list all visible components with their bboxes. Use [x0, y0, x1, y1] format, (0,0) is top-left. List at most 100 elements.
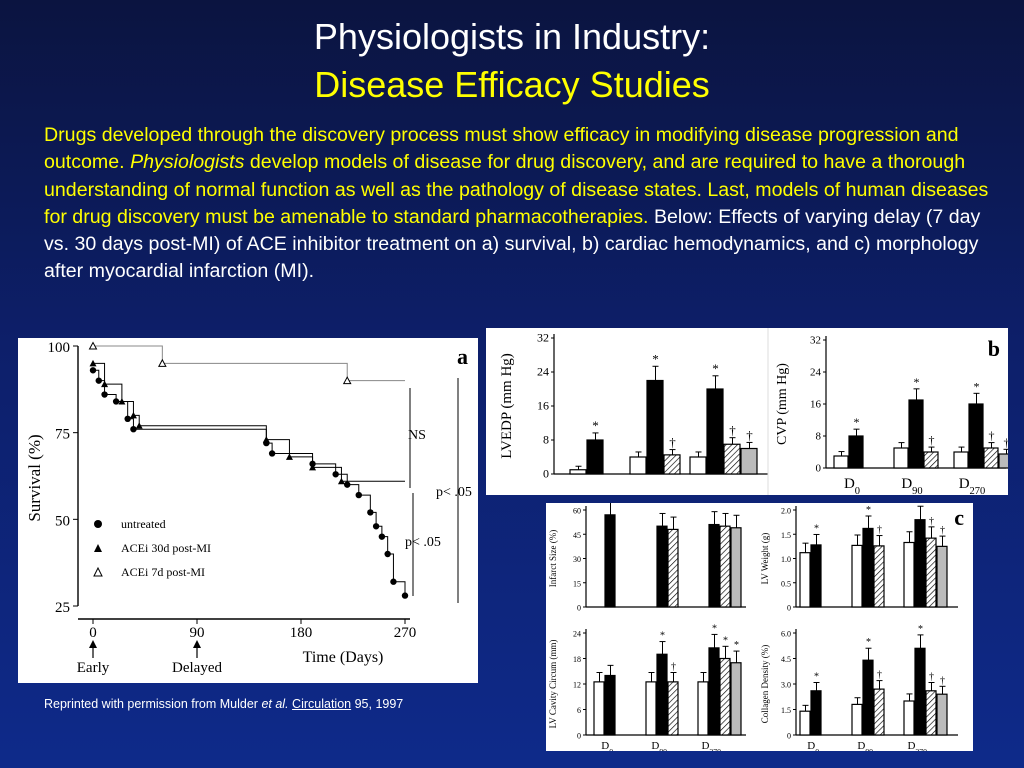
data-point-acei30: [285, 453, 293, 460]
significance-mark: †: [746, 427, 753, 442]
bar-y-axis-label: LV Weight (g): [760, 533, 770, 585]
significance-mark: †: [989, 429, 995, 443]
bar: [663, 454, 681, 475]
bar-y-tick-label: 60: [573, 507, 581, 516]
bar: [903, 541, 915, 608]
significance-mark: *: [712, 623, 717, 634]
bar: [569, 469, 587, 475]
bar-y-tick-label: 32: [537, 331, 549, 345]
y-tick-label: 50: [55, 513, 70, 529]
x-tick-label: 0: [89, 625, 97, 641]
significance-mark: †: [929, 671, 934, 682]
bar-y-tick-label: 16: [537, 399, 549, 413]
significance-mark: *: [918, 624, 923, 635]
bar: [719, 525, 731, 608]
bar-y-tick-label: 0: [543, 467, 549, 481]
y-tick-label: 25: [55, 600, 70, 616]
data-point-untreated: [332, 471, 339, 478]
data-point-untreated: [124, 415, 131, 422]
significance-mark: *: [854, 415, 860, 429]
bar-y-tick-label: 24: [537, 365, 549, 379]
bar-y-tick-label: 1.0: [781, 555, 791, 564]
bar: [740, 447, 758, 475]
bar: [708, 647, 720, 736]
data-point-untreated: [401, 592, 409, 599]
bar: [604, 514, 616, 608]
marker-arrow-head: [89, 640, 97, 648]
caption-etal: et al.: [261, 697, 289, 711]
y-tick-label: 75: [55, 427, 70, 443]
bar-y-tick-label: 12: [573, 681, 581, 690]
body-paragraph: Drugs developed through the discovery pr…: [44, 122, 1004, 286]
bar: [903, 700, 915, 736]
bar: [914, 647, 926, 736]
slide-title-line2: Disease Efficacy Studies: [314, 64, 710, 105]
legend-symbol: [94, 520, 102, 528]
bar: [953, 451, 969, 469]
data-point-untreated: [390, 578, 397, 585]
bar: [862, 527, 874, 608]
bar: [645, 681, 657, 736]
para-yellow-1: Drugs developed through the discovery pr…: [44, 124, 959, 174]
bar-x-tick-label: D270: [701, 740, 721, 751]
y-tick-label: 100: [48, 340, 71, 356]
bar: [604, 674, 616, 736]
data-point-untreated: [89, 367, 97, 374]
data-point-acei30: [262, 436, 270, 443]
legend-label: ACEi 7d post-MI: [121, 565, 205, 579]
annotation-p: p< .05: [436, 485, 472, 500]
bar: [706, 388, 724, 475]
data-point-acei30: [135, 422, 143, 429]
bar: [968, 403, 984, 469]
data-point-untreated: [112, 398, 120, 405]
data-point-untreated: [367, 509, 374, 516]
bar-x-tick-label: D270: [959, 476, 986, 495]
para-italic: Physiologists: [130, 151, 245, 174]
bar: [925, 690, 937, 736]
bar: [908, 399, 924, 469]
x-tick-label: 180: [290, 625, 313, 641]
y-axis-label: Survival (%): [25, 434, 44, 521]
data-point-acei30: [101, 380, 109, 388]
significance-mark: †: [1004, 435, 1009, 449]
caption-post: 95, 1997: [354, 697, 404, 711]
bar: [925, 537, 937, 608]
bar-y-tick-label: 0: [787, 604, 791, 613]
data-point-acei7: [157, 358, 167, 367]
bar-y-tick-label: 30: [573, 555, 581, 564]
bar: [810, 544, 822, 608]
legend-label: untreated: [121, 517, 166, 531]
data-point-untreated: [268, 450, 276, 457]
bar: [719, 657, 731, 736]
bar: [656, 653, 668, 736]
significance-mark: †: [671, 662, 676, 673]
significance-mark: †: [729, 423, 736, 438]
significance-mark: *: [660, 631, 665, 642]
marker-label: Early: [77, 660, 110, 676]
bar-x-tick-label: D270: [907, 740, 927, 751]
marker-label: Delayed: [172, 660, 222, 676]
significance-mark: †: [929, 433, 935, 447]
survival-curve: [93, 369, 406, 596]
bar-y-tick-label: 32: [810, 335, 821, 347]
bar: [730, 527, 742, 608]
data-point-acei7: [342, 376, 352, 385]
slide-title-line1: Physiologists in Industry:: [313, 16, 711, 57]
significance-mark: *: [814, 523, 819, 534]
annotation-p: p< .05: [405, 535, 441, 550]
data-point-untreated: [372, 523, 380, 530]
bar-y-tick-label: 1.5: [781, 706, 791, 715]
bar: [862, 659, 874, 736]
bar: [998, 453, 1014, 469]
bar-y-tick-label: 24: [573, 630, 581, 639]
bar-y-tick-label: 0: [577, 732, 581, 741]
significance-mark: †: [940, 675, 945, 686]
bar: [833, 455, 849, 469]
data-point-untreated: [95, 377, 102, 384]
hemodynamics-chart: 0 8 16 24 32 LVEDP (mm Hg) * * † * † † 0 8 16 24 32 CVP (…: [499, 328, 1014, 497]
panel-label: b: [988, 336, 1000, 361]
bar: [893, 447, 909, 469]
bar-y-tick-label: 2.0: [781, 507, 791, 516]
bar-y-tick-label: 16: [810, 399, 822, 411]
